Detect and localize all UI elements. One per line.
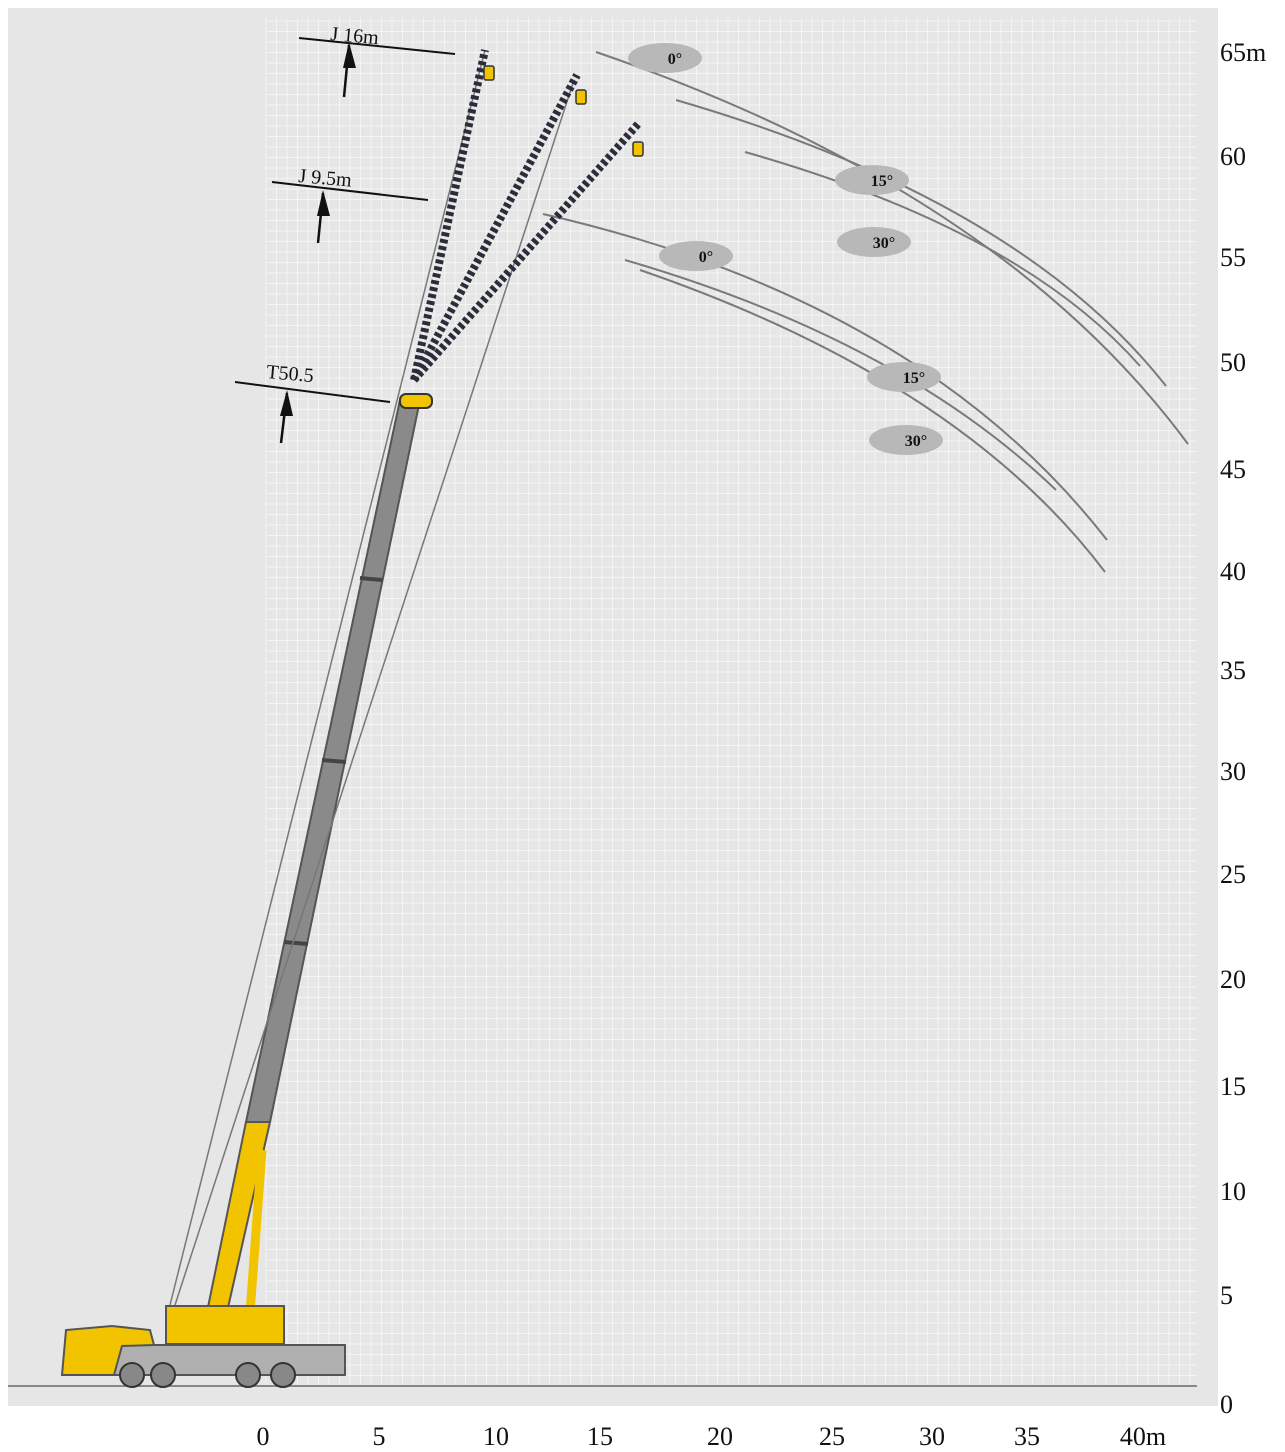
wheel-2 [150, 1362, 176, 1388]
j9-30deg-badge [869, 425, 943, 455]
jib-16m-marker-line [298, 37, 456, 55]
boom-head [399, 393, 433, 409]
jib-9-5m-arrowhead-icon [317, 190, 330, 216]
y-axis-ticks: 0 5 10 15 20 25 30 35 40 45 50 55 60 65m [1220, 38, 1266, 1419]
jib-9-5m-label: J 9.5m [298, 165, 353, 192]
y-tick-label: 30 [1220, 757, 1246, 786]
x-axis-ticks: 0 5 10 15 20 25 30 35 40m [257, 1422, 1167, 1451]
x-tick-label: 35 [1014, 1422, 1040, 1451]
y-tick-label: 45 [1220, 455, 1246, 484]
wheel-1 [119, 1362, 145, 1388]
j9-0deg-label: 0° [699, 249, 713, 266]
y-tick-label: 25 [1220, 860, 1246, 889]
jib-16m-lattice [410, 49, 489, 381]
j16-30deg-label: 30° [873, 235, 895, 252]
x-tick-label: 15 [587, 1422, 613, 1451]
x-tick-label: 5 [373, 1422, 386, 1451]
main-boom-arrowhead-icon [280, 390, 293, 416]
y-tick-label: 65m [1220, 38, 1266, 67]
boom-joint-1 [359, 576, 383, 582]
j9-curve-30deg [639, 269, 1106, 573]
grid-lines [265, 18, 1197, 1387]
x-tick-label: 30 [919, 1422, 945, 1451]
wheel-4 [270, 1362, 296, 1388]
guy-line-j16 [169, 49, 486, 1306]
x-tick-label: 0 [257, 1422, 270, 1451]
superstructure [165, 1305, 285, 1345]
guy-line-j9 [174, 79, 575, 1306]
guy-lines [169, 49, 575, 1306]
j16-curve-0deg [595, 51, 1189, 445]
jib-16m-hook-icon [483, 65, 495, 81]
range-curves [542, 51, 1189, 573]
y-tick-label: 5 [1220, 1281, 1233, 1310]
j16-curve-30deg [744, 151, 1141, 367]
x-tick-label: 20 [707, 1422, 733, 1451]
j16-0deg-badge [628, 43, 702, 73]
jib-16m-arrowhead-icon [343, 42, 356, 68]
boom-joint-3 [283, 940, 309, 946]
x-tick-label: 25 [819, 1422, 845, 1451]
y-tick-label: 10 [1220, 1177, 1246, 1206]
y-tick-label: 35 [1220, 656, 1246, 685]
x-tick-label: 10 [483, 1422, 509, 1451]
y-tick-label: 50 [1220, 348, 1246, 377]
x-tick-label: 40m [1120, 1422, 1166, 1451]
y-tick-label: 60 [1220, 142, 1246, 171]
j16-0deg-label: 0° [668, 51, 682, 68]
jib-16m-30deg-lattice [410, 121, 642, 383]
boom-joint-2 [321, 758, 347, 764]
j9-15deg-badge [867, 362, 941, 392]
jib-9-5m-marker-line [271, 181, 429, 201]
jib-16m-0deg [410, 49, 495, 381]
j16-15deg-badge [835, 165, 909, 195]
j9-curve-0deg [542, 213, 1108, 541]
jib-16m-30deg-hook-icon [632, 141, 644, 157]
main-boom-marker-line [234, 381, 391, 403]
main-boom-annotation: T50.5 [234, 361, 391, 444]
y-tick-label: 15 [1220, 1072, 1246, 1101]
jib-16m-15deg [410, 73, 587, 382]
y-tick-label: 55 [1220, 243, 1246, 272]
j16-15deg-label: 15° [871, 173, 893, 190]
j9-15deg-label: 15° [903, 370, 925, 387]
y-tick-label: 0 [1220, 1390, 1233, 1419]
angle-labels: 0° 15° 30° 0° 15° 30° [628, 43, 943, 455]
jib-16m-15deg-hook-icon [575, 89, 587, 105]
crane-truck [60, 1305, 346, 1388]
wheel-3 [235, 1362, 261, 1388]
truck-cab [60, 1324, 156, 1376]
jib-16m-15deg-lattice [410, 73, 581, 382]
jib-9-5m-annotation: J 9.5m [271, 165, 429, 244]
jib-16m-annotation: J 16m [298, 23, 456, 98]
y-tick-label: 20 [1220, 965, 1246, 994]
j9-curve-15deg [624, 259, 1057, 491]
jib-16m-label: J 16m [330, 23, 381, 49]
j9-0deg-badge [659, 241, 733, 271]
j16-curve-15deg [675, 99, 1167, 387]
j16-30deg-badge [837, 227, 911, 257]
y-tick-label: 40 [1220, 557, 1246, 586]
jib-16m-30deg [410, 121, 644, 383]
j9-30deg-label: 30° [905, 433, 927, 450]
main-boom-label: T50.5 [266, 361, 315, 387]
